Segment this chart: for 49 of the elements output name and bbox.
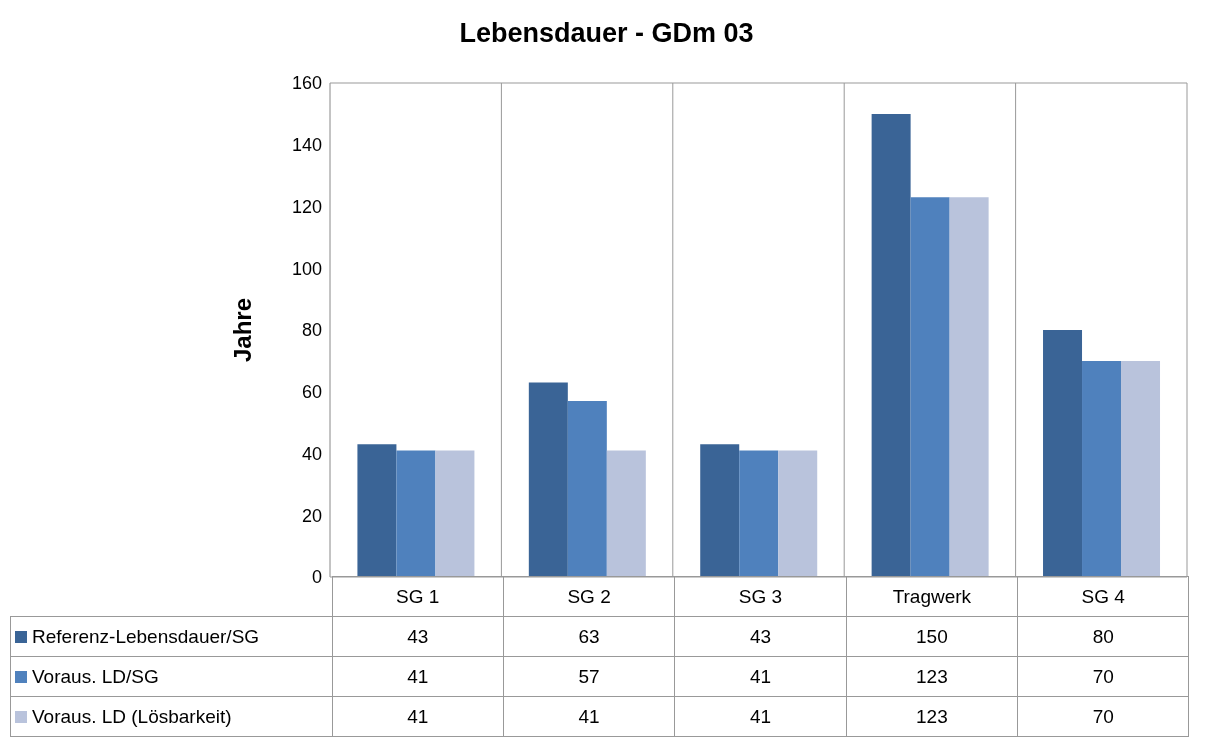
bar <box>435 450 475 577</box>
y-tick-label: 40 <box>301 443 322 464</box>
bar <box>357 444 397 577</box>
y-tick-label: 160 <box>291 73 322 94</box>
data-label: 150 <box>846 616 1018 657</box>
data-label: 41 <box>332 656 504 697</box>
data-label: 41 <box>674 696 847 737</box>
bar <box>1043 330 1083 577</box>
legend-label: Referenz-Lebensdauer/SG <box>10 616 332 657</box>
y-tick-label: 60 <box>301 382 322 403</box>
data-label: 70 <box>1017 696 1189 737</box>
y-tick-label: 0 <box>311 567 322 588</box>
data-label: 70 <box>1017 656 1189 697</box>
bar <box>871 113 911 577</box>
data-label: 43 <box>674 616 847 657</box>
bar <box>1082 360 1122 577</box>
bar <box>739 450 779 577</box>
x-tick-label: SG 1 <box>332 576 504 617</box>
data-label: 57 <box>503 656 675 697</box>
bar <box>778 450 818 577</box>
bar <box>528 382 568 577</box>
y-tick-label: 140 <box>291 135 322 156</box>
chart-title: Lebensdauer - GDm 03 <box>458 18 755 49</box>
y-tick-label: 100 <box>291 258 322 279</box>
legend-label: Voraus. LD/SG <box>10 656 332 697</box>
x-tick-label: SG 3 <box>674 576 847 617</box>
data-label: 123 <box>846 656 1018 697</box>
y-tick-label: 20 <box>301 505 322 526</box>
bar <box>1121 360 1161 577</box>
bar <box>606 450 646 577</box>
legend-label: Voraus. LD (Lösbarkeit) <box>10 696 332 737</box>
x-tick-label: Tragwerk <box>846 576 1018 617</box>
bar <box>910 197 950 577</box>
y-axis-title: Jahre <box>229 297 257 363</box>
bar <box>700 444 740 577</box>
data-label: 123 <box>846 696 1018 737</box>
y-tick-label: 120 <box>291 196 322 217</box>
data-label: 41 <box>332 696 504 737</box>
x-tick-label: SG 2 <box>503 576 675 617</box>
bar <box>396 450 436 577</box>
data-label: 41 <box>503 696 675 737</box>
data-label: 41 <box>674 656 847 697</box>
y-tick-label: 80 <box>301 320 322 341</box>
x-tick-label: SG 4 <box>1017 576 1189 617</box>
data-label: 63 <box>503 616 675 657</box>
bar <box>949 197 989 577</box>
data-label: 80 <box>1017 616 1189 657</box>
data-label: 43 <box>332 616 504 657</box>
bar <box>567 401 607 577</box>
